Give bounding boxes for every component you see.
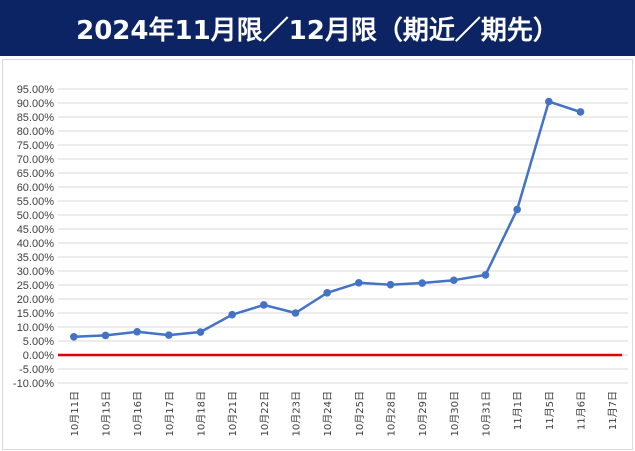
series-line bbox=[73, 100, 581, 339]
y-tick-label: 80.00% bbox=[17, 126, 55, 138]
y-tick-label: 5.00% bbox=[23, 336, 54, 348]
y-tick-label: 55.00% bbox=[17, 196, 55, 208]
data-point bbox=[513, 205, 521, 214]
data-point bbox=[291, 309, 300, 317]
data-point bbox=[576, 108, 585, 116]
y-tick-label: 25.00% bbox=[17, 280, 55, 292]
x-tick-label: 10月21日 bbox=[227, 391, 239, 436]
x-tick-label: 10月28日 bbox=[386, 391, 398, 436]
data-point bbox=[481, 271, 490, 279]
y-tick-label: 10.00% bbox=[17, 322, 55, 334]
chart-area bbox=[2, 59, 633, 450]
y-tick-label: 30.00% bbox=[17, 266, 55, 278]
data-point bbox=[133, 327, 141, 336]
y-tick-label: 35.00% bbox=[17, 252, 55, 264]
y-tick-label: 45.00% bbox=[17, 224, 55, 236]
data-point bbox=[165, 331, 173, 339]
y-tick-label: 0.00% bbox=[23, 350, 54, 362]
y-tick-label: -10.00% bbox=[13, 378, 54, 390]
y-tick-label: 85.00% bbox=[17, 112, 55, 124]
series-points bbox=[70, 97, 585, 341]
y-tick-label: 70.00% bbox=[17, 154, 55, 166]
x-tick-label: 10月18日 bbox=[196, 391, 208, 436]
x-tick-label: 10月22日 bbox=[259, 391, 271, 436]
x-tick-label: 11月7日 bbox=[607, 391, 619, 430]
data-point bbox=[228, 310, 236, 319]
x-tick-label: 10月24日 bbox=[322, 391, 334, 436]
data-point bbox=[418, 279, 426, 287]
x-tick-label: 11月5日 bbox=[544, 391, 556, 430]
gridlines bbox=[58, 88, 628, 384]
y-tick-label: 20.00% bbox=[17, 294, 55, 306]
data-point bbox=[101, 331, 110, 340]
data-point bbox=[323, 289, 331, 297]
x-tick-label: 10月11日 bbox=[69, 391, 81, 436]
x-tick-label: 10月23日 bbox=[291, 391, 303, 436]
y-tick-label: 65.00% bbox=[17, 168, 55, 180]
x-tick-label: 10月17日 bbox=[164, 391, 176, 436]
data-point bbox=[70, 333, 78, 341]
data-point bbox=[386, 280, 395, 289]
y-tick-label: 90.00% bbox=[17, 98, 55, 110]
x-tick-label: 10月16日 bbox=[132, 391, 144, 436]
x-tick-label: 11月6日 bbox=[576, 391, 588, 430]
data-point bbox=[545, 97, 553, 106]
y-tick-label: -5.00% bbox=[19, 364, 54, 376]
y-tick-label: 50.00% bbox=[17, 210, 55, 222]
data-point bbox=[355, 278, 363, 287]
x-tick-label: 10月29日 bbox=[417, 391, 429, 436]
y-tick-label: 40.00% bbox=[17, 238, 55, 250]
data-point bbox=[450, 276, 458, 285]
x-tick-label: 11月1日 bbox=[512, 391, 524, 430]
x-tick-label: 10月30日 bbox=[449, 391, 461, 436]
x-tick-label: 10月15日 bbox=[101, 391, 113, 436]
chart-title-bar: 2024年11月限／12月限（期近／期先） bbox=[0, 0, 635, 56]
y-axis-ticks: -10.00% -5.00% 0.00% 5.00% 10.00% 15.00% 20.00… bbox=[13, 84, 54, 390]
y-tick-label: 15.00% bbox=[17, 308, 55, 320]
x-tick-label: 10月25日 bbox=[354, 391, 366, 436]
page-title: 2024年11月限／12月限（期近／期先） bbox=[76, 15, 559, 46]
data-point bbox=[260, 301, 268, 309]
x-axis-ticks: 10月11日 10月15日 10月16日 10月17日 10月18日 10月21日 10月2… bbox=[69, 391, 619, 436]
x-tick-label: 10月31日 bbox=[481, 391, 493, 436]
data-point bbox=[196, 328, 205, 336]
y-tick-label: 75.00% bbox=[17, 140, 55, 152]
y-tick-label: 95.00% bbox=[17, 84, 55, 96]
series-line-path bbox=[73, 100, 581, 339]
y-tick-label: 60.00% bbox=[17, 182, 55, 194]
